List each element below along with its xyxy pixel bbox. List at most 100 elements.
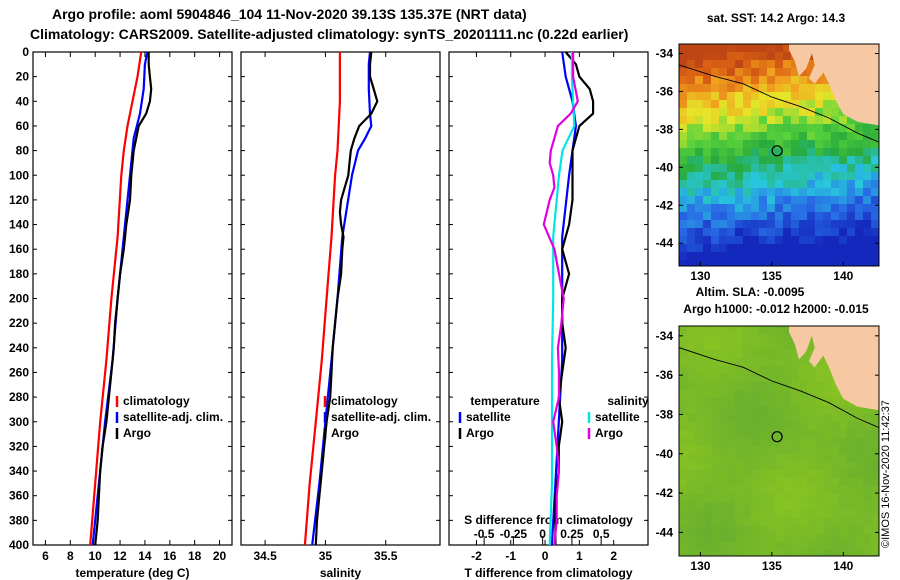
map-cell [695, 116, 704, 125]
map-cell [799, 68, 808, 77]
map-cell [695, 252, 704, 261]
map-cell [759, 84, 768, 93]
map-cell [767, 478, 776, 487]
map-cell [703, 156, 712, 165]
map-cell [759, 358, 768, 367]
map-cell [735, 180, 744, 189]
map-cell [855, 502, 864, 511]
map-cell [703, 228, 712, 237]
map-cell [703, 342, 712, 351]
map-cell [735, 542, 744, 551]
map-cell [799, 366, 808, 375]
map-cell [711, 462, 720, 471]
map-cell [687, 140, 696, 149]
map-cell [703, 220, 712, 229]
map-cell [695, 60, 704, 69]
map-cell [807, 148, 816, 157]
map-cell [815, 438, 824, 447]
map-cell [839, 228, 848, 237]
map-cell [847, 486, 856, 495]
map-cell [703, 350, 712, 359]
salinity-plot-frame [240, 51, 441, 546]
map-cell [807, 212, 816, 221]
map-cell [783, 60, 792, 69]
map-cell [759, 350, 768, 359]
map-cell [759, 470, 768, 479]
map-cell [823, 518, 832, 527]
map-cell [823, 550, 832, 556]
map-cell [847, 518, 856, 527]
map-cell [767, 196, 776, 205]
map-cell [743, 422, 752, 431]
map-cell [711, 172, 720, 181]
map-cell [823, 188, 832, 197]
map-cell [687, 172, 696, 181]
map-cell [727, 116, 736, 125]
map-cell [719, 358, 728, 367]
map-cell [847, 244, 856, 253]
map-cell [807, 334, 816, 343]
map-cell [679, 334, 688, 343]
map-cell [799, 518, 808, 527]
y-tick-label: 20 [16, 70, 30, 84]
map-cell [751, 334, 760, 343]
map-cell [767, 542, 776, 551]
map-cell [847, 148, 856, 157]
lat-tick-label: -36 [656, 368, 674, 382]
map-cell [751, 406, 760, 415]
map-cell [703, 478, 712, 487]
map-cell [871, 470, 879, 479]
map-cell [823, 526, 832, 535]
map-cell [783, 100, 792, 109]
y-tick-label: 340 [9, 464, 29, 478]
legend-label: satellite [595, 410, 640, 424]
map-cell [679, 68, 688, 77]
map-cell [727, 334, 736, 343]
map-cell [815, 124, 824, 133]
map-cell [735, 60, 744, 69]
map-cell [847, 422, 856, 431]
map-cell [831, 462, 840, 471]
map-cell [823, 374, 832, 383]
map-cell [735, 172, 744, 181]
map-cell [847, 164, 856, 173]
legend-label: Argo [595, 426, 623, 440]
map-cell [711, 542, 720, 551]
map-cell [687, 518, 696, 527]
map-cell [847, 116, 856, 125]
map-cell [687, 470, 696, 479]
map-cell [775, 92, 784, 101]
map-cell [775, 502, 784, 511]
map-cell [751, 140, 760, 149]
map-cell [695, 132, 704, 141]
map-cell [679, 132, 688, 141]
map-cell [679, 124, 688, 133]
map-cell [719, 366, 728, 375]
map-cell [679, 446, 688, 455]
map-cell [871, 454, 879, 463]
map-cell [727, 454, 736, 463]
map-cell [791, 204, 800, 213]
map-cell [799, 156, 808, 165]
map-cell [695, 100, 704, 109]
map-cell [679, 212, 688, 221]
map-cell [751, 212, 760, 221]
map-cell [839, 430, 848, 439]
map-cell [807, 366, 816, 375]
map-cell [711, 100, 720, 109]
map-cell [751, 470, 760, 479]
map-cell [719, 470, 728, 479]
map-cell [759, 342, 768, 351]
map-cell [807, 438, 816, 447]
map-cell [799, 470, 808, 479]
map-cell [751, 204, 760, 213]
map-cell [823, 140, 832, 149]
map-cell [679, 382, 688, 391]
map-cell [679, 172, 688, 181]
x-tick-label: 35 [319, 549, 333, 563]
map-cell [687, 252, 696, 261]
map-cell [751, 260, 760, 266]
map-cell [799, 140, 808, 149]
y-tick-label: 60 [16, 119, 30, 133]
